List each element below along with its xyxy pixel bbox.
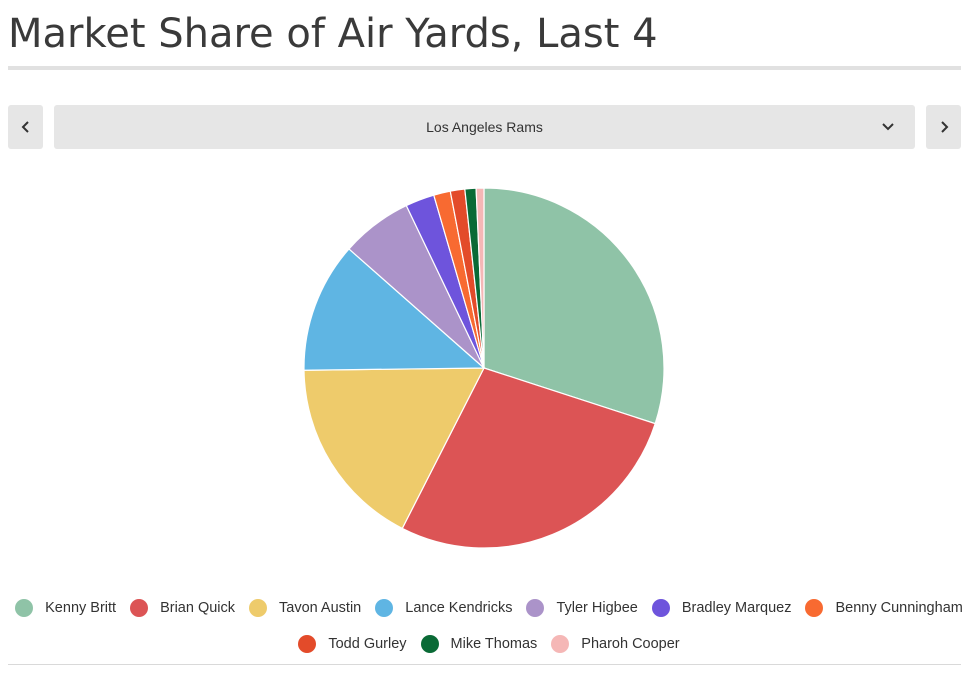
legend-swatch	[130, 599, 149, 617]
chevron-left-icon	[21, 121, 29, 133]
legend-item[interactable]: Tavon Austin	[242, 590, 368, 626]
legend-label: Todd Gurley	[328, 636, 407, 652]
legend-item[interactable]: Mike Thomas	[414, 626, 545, 662]
legend-label: Lance Kendricks	[405, 600, 513, 616]
legend-swatch	[805, 599, 824, 617]
chevron-down-icon	[882, 123, 894, 131]
legend-swatch	[249, 599, 268, 617]
page-title: Market Share of Air Yards, Last 4	[8, 11, 658, 57]
legend-label: Brian Quick	[160, 600, 236, 616]
legend-row: Todd Gurley Mike Thomas Pharoh Cooper	[0, 626, 978, 662]
legend-item[interactable]: Benny Cunningham	[798, 590, 969, 626]
legend-swatch	[551, 635, 570, 653]
chart-legend: Kenny Britt Brian Quick Tavon Austin Lance …	[0, 590, 978, 662]
previous-team-button[interactable]	[8, 105, 43, 149]
legend-item[interactable]: Brian Quick	[123, 590, 242, 626]
legend-swatch	[15, 599, 34, 617]
pie-slice-kenny-britt[interactable]	[483, 187, 665, 425]
legend-label: Pharoh Cooper	[581, 636, 680, 652]
legend-swatch	[420, 635, 439, 653]
legend-label: Tavon Austin	[279, 600, 362, 616]
selected-team-label: Los Angeles Rams	[426, 119, 543, 135]
legend-label: Kenny Britt	[45, 600, 117, 616]
legend-label: Bradley Marquez	[681, 600, 792, 616]
legend-swatch	[298, 635, 317, 653]
next-team-button[interactable]	[926, 105, 961, 149]
pie-slice-pharoh-cooper[interactable]	[475, 187, 485, 369]
pie-slice-lance-kendricks[interactable]	[303, 248, 486, 371]
team-select-dropdown[interactable]: Los Angeles Rams	[54, 105, 915, 149]
legend-label: Tyler Higbee	[556, 600, 638, 616]
legend-item[interactable]: Todd Gurley	[291, 626, 413, 662]
pie-slice-brian-quick[interactable]	[401, 367, 656, 549]
legend-item[interactable]: Pharoh Cooper	[544, 626, 686, 662]
legend-item[interactable]: Lance Kendricks	[368, 590, 519, 626]
pie-slice-tavon-austin[interactable]	[303, 367, 485, 530]
legend-row: Kenny Britt Brian Quick Tavon Austin Lance …	[0, 590, 978, 626]
legend-item[interactable]: Bradley Marquez	[645, 590, 799, 626]
legend-label: Mike Thomas	[450, 636, 538, 652]
legend-item[interactable]: Tyler Higbee	[519, 590, 644, 626]
legend-swatch	[375, 599, 394, 617]
bottom-divider	[8, 664, 961, 665]
legend-swatch	[526, 599, 545, 617]
legend-item[interactable]: Kenny Britt	[8, 590, 123, 626]
legend-label: Benny Cunningham	[835, 600, 963, 616]
pie-chart	[303, 187, 665, 549]
title-divider	[8, 66, 961, 70]
chevron-right-icon	[940, 121, 948, 133]
legend-swatch	[651, 599, 670, 617]
